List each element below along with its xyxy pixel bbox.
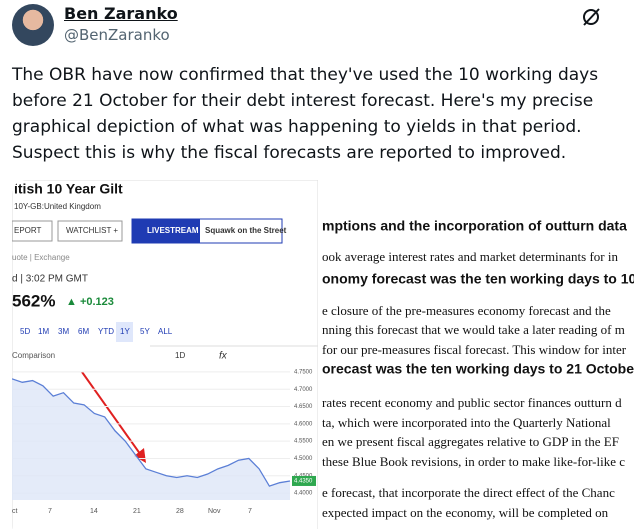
grok-icon[interactable] (580, 6, 602, 28)
doc-line: onomy forecast was the ten working days … (322, 271, 634, 287)
doc-line: these Blue Book revisions, in order to m… (322, 454, 625, 469)
gilt-symbol: 10Y-GB:United Kingdom (14, 202, 101, 211)
doc-line: for our pre-measures fiscal forecast. Th… (322, 342, 627, 357)
doc-line: mptions and the incorporation of outturn… (322, 218, 627, 234)
doc-line: e forecast, that incorporate the direct … (322, 485, 615, 500)
time: d | 3:02 PM GMT (12, 274, 88, 285)
doc-line: expected impact on the economy, will be … (322, 505, 609, 520)
arrowhead (134, 448, 146, 463)
doc-line: orecast was the ten working days to 21 O… (322, 361, 634, 377)
range-button[interactable]: 3M (58, 327, 69, 336)
y-tick-label: 4.4000 (294, 491, 313, 497)
change: ▲ +0.123 (66, 296, 114, 308)
doc-line: ta, which were incorporated into the Qua… (322, 415, 611, 430)
y-tick-label: 4.7500 (294, 370, 313, 376)
range-button[interactable]: 6M (78, 327, 89, 336)
tweet-text: The OBR have now confirmed that they've … (12, 65, 599, 163)
y-tick-label: 4.6500 (294, 404, 313, 410)
y-tick-label: 4.6000 (294, 421, 313, 427)
y-tick-label: 4.5000 (294, 456, 313, 462)
range-button[interactable]: 1M (38, 327, 49, 336)
document (318, 180, 634, 529)
current-tag (292, 475, 316, 486)
x-tick-label: ct (12, 508, 18, 515)
source: uote | Exchange (12, 253, 70, 262)
x-tick-label: 28 (176, 508, 184, 515)
btn-label: LIVESTREAM (147, 226, 199, 235)
price-chart: 4.75004.70004.65004.60004.55004.50004.45… (12, 370, 316, 515)
price: 562% (12, 291, 55, 310)
btn-label: EPORT (14, 226, 42, 235)
doc-line: rates recent economy and public sector f… (322, 395, 622, 410)
doc-line: ook average interest rates and market de… (322, 249, 618, 264)
doc-line: en we present fiscal aggregates relative… (322, 434, 619, 449)
range-button[interactable]: 5D (20, 327, 30, 336)
btn-label: WATCHLIST + (66, 226, 118, 235)
x-tick-label: 14 (90, 508, 98, 515)
author-name[interactable]: Ben Zaranko (64, 4, 178, 23)
range-button[interactable]: ALL (158, 327, 173, 336)
current-label: 4.4350 (294, 479, 313, 485)
area (12, 378, 290, 500)
btn-live (132, 219, 200, 243)
btn-label: Squawk on the Street (205, 226, 287, 235)
x-tick-label: 7 (48, 508, 52, 515)
author-handle[interactable]: @BenZaranko (64, 26, 170, 44)
range-button[interactable]: 1Y (120, 327, 130, 336)
interval[interactable]: 1D (175, 351, 185, 360)
avatar[interactable] (12, 4, 54, 46)
x-tick-label: 21 (133, 508, 141, 515)
x-tick-label: 7 (248, 508, 252, 515)
doc-line: nning this forecast that we would take a… (322, 322, 625, 337)
y-tick-label: 4.5500 (294, 439, 313, 445)
arrow (81, 371, 144, 459)
btn[interactable] (12, 220, 53, 242)
btn[interactable] (57, 220, 123, 242)
gilt-title: itish 10 Year Gilt (14, 181, 123, 197)
comparison: Comparison (12, 351, 55, 360)
toolbar[interactable]: fx (219, 351, 228, 362)
line (12, 378, 291, 487)
range-button[interactable]: YTD (98, 327, 114, 336)
x-tick-label: Nov (208, 508, 221, 515)
doc-line: e closure of the pre-measures economy fo… (322, 303, 611, 318)
y-tick-label: 4.7000 (294, 387, 313, 393)
range-selected (116, 322, 133, 342)
range-button[interactable]: 5Y (140, 327, 150, 336)
